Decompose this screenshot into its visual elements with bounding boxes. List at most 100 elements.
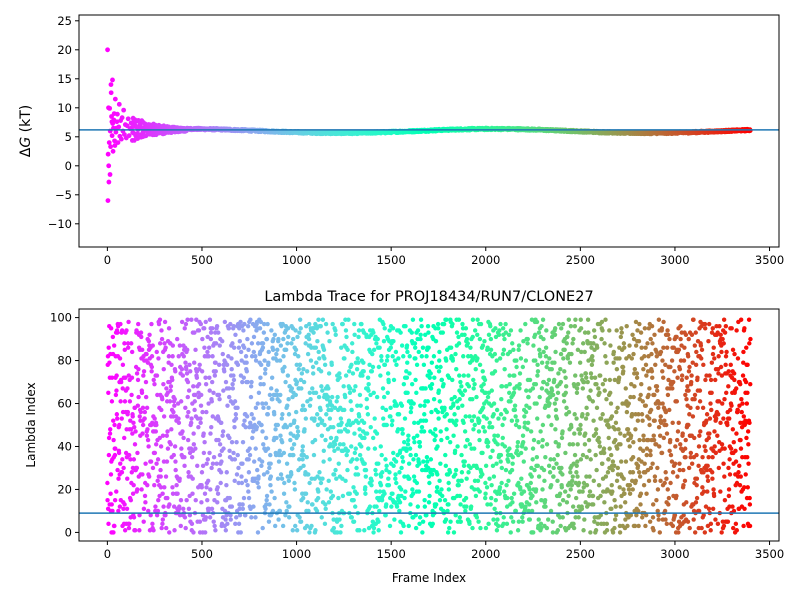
lambda-point — [425, 323, 431, 329]
lambda-point — [338, 416, 344, 421]
lambda-point — [555, 528, 561, 533]
lambda-point — [660, 358, 665, 363]
lambda-point — [604, 360, 609, 365]
lambda-point — [492, 369, 498, 374]
lambda-point — [657, 530, 663, 535]
lambda-point — [135, 487, 140, 492]
lambda-point — [534, 500, 539, 505]
lambda-point — [275, 347, 280, 353]
lambda-point — [692, 397, 697, 402]
lambda-point — [297, 330, 302, 335]
lambda-point — [581, 528, 586, 533]
lambda-point — [591, 418, 596, 423]
lambda-point — [707, 416, 713, 421]
lambda-point — [325, 330, 330, 335]
lambda-point — [716, 465, 722, 471]
lambda-point — [652, 418, 657, 423]
lambda-point — [517, 424, 522, 430]
lambda-point — [410, 487, 415, 492]
lambda-point — [471, 377, 476, 383]
lambda-point — [509, 515, 514, 520]
lambda-point — [696, 463, 701, 469]
lambda-point — [499, 384, 505, 389]
lambda-point — [283, 347, 289, 353]
lambda-point — [158, 485, 164, 490]
lambda-point — [609, 482, 614, 488]
lambda-point — [266, 405, 271, 411]
lambda-point — [268, 474, 274, 479]
lambda-point — [259, 422, 264, 428]
lambda-point — [175, 491, 180, 496]
lambda-point — [405, 360, 410, 365]
lambda-point — [182, 463, 187, 469]
lambda-point — [357, 452, 363, 458]
lambda-point — [216, 437, 221, 443]
lambda-point — [497, 491, 502, 496]
lambda-point — [390, 354, 395, 359]
lambda-point — [446, 502, 451, 507]
lambda-point — [271, 336, 276, 342]
lambda-point — [334, 399, 339, 404]
lambda-point — [139, 334, 144, 340]
lambda-point — [139, 347, 145, 353]
lambda-point — [630, 470, 636, 475]
lambda-point — [120, 386, 125, 391]
lambda-point — [458, 502, 463, 507]
lambda-point — [639, 412, 645, 417]
lambda-point — [324, 487, 329, 492]
delta-g-point — [128, 120, 134, 126]
lambda-point — [686, 388, 691, 393]
lambda-point — [431, 397, 437, 402]
lambda-point — [121, 465, 126, 471]
lambda-point — [723, 323, 729, 329]
lambda-point — [598, 373, 603, 378]
lambda-point — [324, 412, 329, 417]
lambda-point — [377, 345, 382, 350]
lambda-point — [455, 405, 461, 411]
lambda-point — [149, 321, 154, 327]
lambda-point — [272, 332, 278, 337]
delta-g-point — [106, 179, 112, 185]
lambda-point — [315, 495, 321, 501]
lambda-point — [515, 439, 521, 445]
lambda-point — [199, 369, 205, 374]
lambda-point — [402, 495, 407, 501]
lambda-point — [456, 317, 462, 322]
lambda-point — [245, 379, 250, 385]
lambda-point — [286, 334, 291, 340]
lambda-point — [232, 399, 238, 404]
lambda-point — [197, 362, 202, 368]
lambda-point — [427, 375, 432, 380]
lambda-point — [312, 437, 318, 443]
lambda-point — [158, 474, 163, 479]
lambda-point — [223, 517, 228, 522]
lambda-point — [689, 379, 694, 385]
delta-g-y-axis-label: ΔG (kT) — [18, 105, 34, 157]
lambda-point — [525, 427, 530, 432]
lambda-point — [349, 444, 354, 449]
lambda-point — [550, 519, 555, 524]
lambda-point — [531, 343, 536, 348]
lambda-point — [564, 405, 569, 411]
lambda-point — [633, 343, 639, 348]
lambda-point — [507, 381, 512, 387]
lambda-point — [695, 375, 700, 380]
lambda-point — [694, 482, 699, 488]
lambda-point — [115, 330, 120, 335]
lambda-point — [185, 317, 190, 322]
lambda-point — [179, 319, 185, 325]
lambda-point — [196, 381, 202, 387]
lambda-point — [664, 422, 669, 428]
lambda-point — [525, 341, 530, 346]
lambda-point — [653, 362, 658, 368]
lambda-point — [118, 379, 124, 385]
lambda-point — [691, 517, 696, 522]
lambda-point — [526, 394, 531, 400]
lambda-point — [499, 397, 504, 402]
lambda-point — [634, 375, 640, 380]
lambda-point — [132, 528, 138, 533]
lambda-point — [339, 420, 344, 426]
lambda-point — [163, 474, 169, 479]
lambda-point — [646, 392, 651, 398]
lambda-point — [257, 326, 263, 331]
